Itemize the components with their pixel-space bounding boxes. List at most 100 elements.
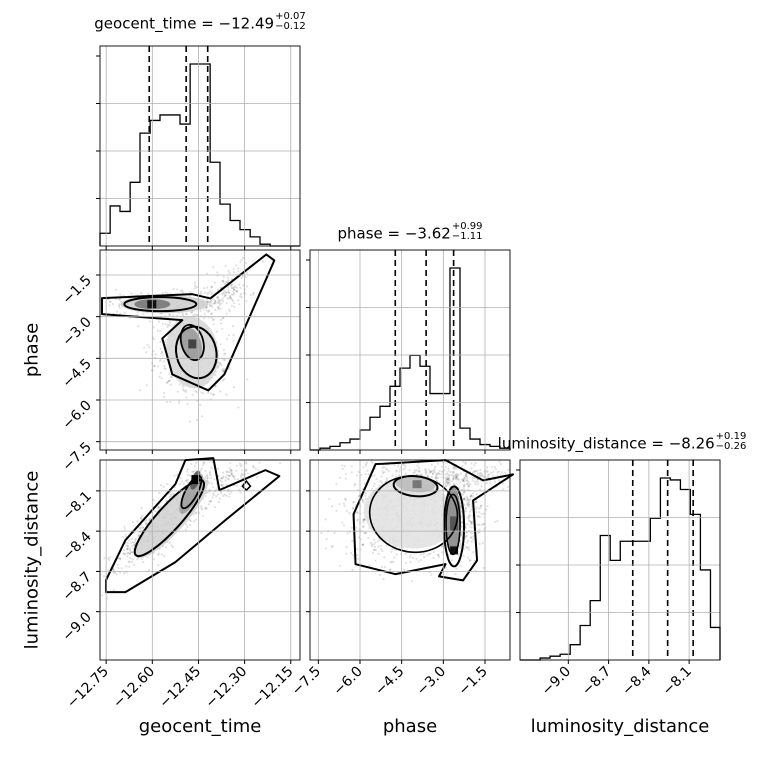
sample-point bbox=[432, 556, 435, 560]
sample-point bbox=[413, 470, 416, 474]
sample-point bbox=[343, 465, 346, 468]
sample-point bbox=[146, 343, 149, 347]
sample-point bbox=[194, 281, 197, 284]
sample-point bbox=[447, 476, 451, 480]
sample-point bbox=[223, 353, 226, 356]
sample-point bbox=[387, 470, 390, 473]
sample-point bbox=[383, 556, 386, 559]
sample-point bbox=[118, 571, 122, 574]
sample-point bbox=[488, 473, 491, 476]
sample-point bbox=[222, 369, 225, 372]
mode-cell bbox=[450, 516, 459, 531]
sample-point bbox=[352, 501, 355, 504]
tick-label: −8.4 bbox=[59, 529, 94, 564]
sample-point bbox=[233, 288, 236, 291]
sample-point bbox=[372, 543, 375, 546]
sample-point bbox=[454, 475, 457, 478]
sample-point bbox=[379, 544, 382, 548]
panel-frame bbox=[309, 459, 511, 661]
sample-point bbox=[460, 488, 463, 491]
sample-point bbox=[217, 364, 221, 367]
sample-point bbox=[231, 473, 234, 476]
sample-point bbox=[215, 495, 218, 498]
sample-point bbox=[507, 468, 510, 472]
sample-point bbox=[465, 546, 468, 549]
sample-point bbox=[430, 470, 433, 473]
sample-point bbox=[177, 401, 180, 404]
sample-point bbox=[210, 312, 213, 315]
sample-point bbox=[193, 469, 197, 472]
sample-point bbox=[232, 271, 235, 274]
sample-point bbox=[418, 467, 421, 470]
sample-point bbox=[237, 406, 240, 409]
sample-point bbox=[473, 464, 476, 467]
sample-point bbox=[126, 545, 129, 548]
sample-point bbox=[190, 311, 194, 314]
sample-point bbox=[362, 525, 365, 528]
sample-point bbox=[446, 484, 449, 487]
sample-point bbox=[465, 474, 468, 477]
sample-point bbox=[500, 462, 503, 466]
sample-point bbox=[465, 531, 468, 535]
sample-point bbox=[452, 477, 455, 480]
sample-point bbox=[405, 561, 408, 564]
sample-point bbox=[108, 304, 111, 307]
sample-point bbox=[228, 470, 231, 474]
sample-point bbox=[212, 393, 215, 396]
sample-point bbox=[385, 467, 388, 470]
sample-point bbox=[342, 502, 345, 505]
sample-point bbox=[395, 553, 398, 556]
sample-point bbox=[214, 373, 217, 376]
sample-point bbox=[229, 296, 232, 299]
sample-point bbox=[335, 482, 338, 485]
mode-cell bbox=[450, 546, 459, 555]
sample-point bbox=[471, 476, 474, 479]
ylabel-luminosity-distance: luminosity_distance bbox=[21, 470, 43, 650]
sample-point bbox=[241, 469, 244, 472]
ylabel-phase: phase bbox=[21, 322, 43, 378]
sample-point bbox=[186, 473, 189, 476]
sample-point bbox=[350, 471, 353, 474]
sample-point bbox=[377, 552, 380, 556]
sample-point bbox=[393, 464, 396, 467]
sample-point bbox=[351, 507, 355, 510]
sample-point bbox=[461, 465, 464, 468]
sample-point bbox=[436, 476, 440, 479]
sample-point bbox=[446, 482, 450, 485]
sample-point bbox=[362, 521, 365, 524]
sample-point bbox=[463, 498, 466, 501]
sample-point bbox=[341, 521, 344, 524]
sample-point bbox=[474, 508, 477, 511]
sample-point bbox=[444, 461, 447, 464]
sample-point bbox=[202, 308, 205, 311]
sample-point bbox=[482, 523, 485, 526]
sample-point bbox=[447, 473, 450, 476]
sample-point bbox=[211, 291, 214, 294]
sample-point bbox=[221, 297, 224, 300]
sample-point bbox=[212, 265, 215, 268]
sample-point bbox=[207, 291, 210, 294]
sample-point bbox=[148, 518, 151, 521]
sample-point bbox=[466, 541, 469, 544]
sample-point bbox=[242, 256, 245, 259]
sample-point bbox=[486, 475, 489, 478]
sample-point bbox=[364, 464, 368, 467]
sample-point bbox=[157, 552, 160, 555]
sample-point bbox=[469, 495, 472, 498]
sample-point bbox=[108, 558, 111, 562]
sample-point bbox=[467, 484, 470, 488]
sample-point bbox=[461, 521, 464, 524]
tick-label: −8.7 bbox=[579, 664, 614, 699]
sample-point bbox=[230, 298, 234, 301]
sample-point bbox=[200, 507, 203, 510]
sample-point bbox=[475, 506, 478, 509]
sample-point bbox=[446, 478, 449, 481]
sample-point bbox=[379, 573, 382, 577]
sample-point bbox=[464, 506, 468, 509]
sample-point bbox=[455, 567, 458, 570]
sample-point bbox=[466, 504, 469, 507]
sample-point bbox=[131, 558, 134, 561]
tick-label: −8.1 bbox=[660, 664, 695, 699]
sample-point bbox=[194, 511, 197, 514]
sample-point bbox=[172, 288, 175, 291]
